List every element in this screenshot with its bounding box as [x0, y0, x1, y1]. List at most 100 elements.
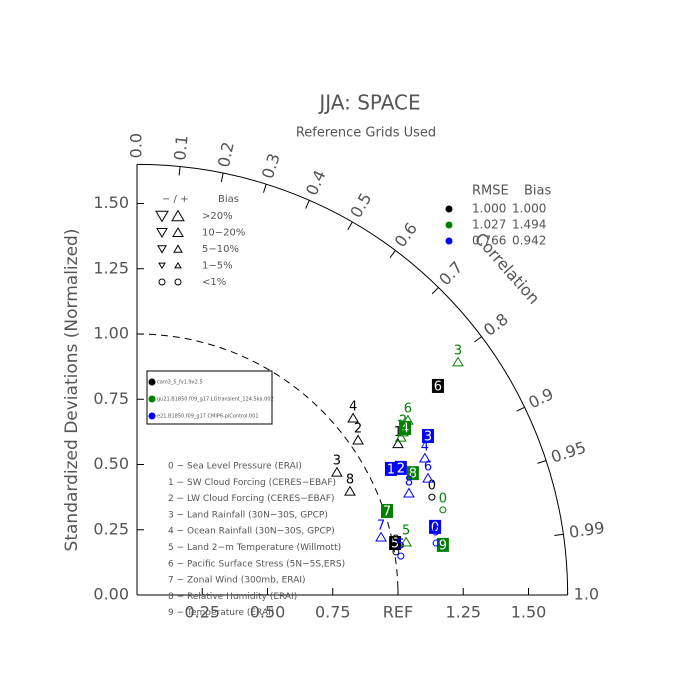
bias-legend-row: 5−10% [202, 244, 239, 255]
point-box [406, 466, 419, 481]
stats-rmse: 0.766 [472, 234, 506, 248]
point-triangle [331, 466, 343, 477]
point-box [422, 429, 435, 444]
index-entry: 1 − SW Cloud Forcing (CERES−EBAF) [168, 478, 336, 488]
point-box [429, 519, 442, 534]
point-box [394, 460, 407, 475]
y-tick-label: 0.00 [93, 585, 129, 604]
point-label: 7 [377, 519, 385, 534]
bias-symbol [173, 244, 183, 253]
point-triangle [422, 472, 434, 483]
stats-bias: 1.494 [512, 218, 546, 232]
point-box [431, 378, 444, 393]
bias-legend-header: Bias [218, 194, 239, 205]
legend-marker [148, 378, 156, 386]
point-label: 7 [383, 504, 391, 519]
point-label: 5 [397, 538, 405, 553]
index-entry: 7 − Zonal Wind (300mb, ERAI) [168, 576, 306, 586]
correlation-tick [516, 406, 525, 412]
index-entry: 8 − Relative Humidity (ERAI) [168, 592, 297, 602]
bias-symbol [158, 278, 166, 286]
point-triangle [352, 434, 364, 445]
point-label: 0 [439, 491, 447, 506]
correlation-tick-label: 0.5 [346, 190, 375, 222]
legend-marker [148, 395, 156, 403]
point-label: 9 [432, 525, 440, 540]
bias-symbol [157, 245, 167, 254]
correlation-tick [347, 221, 353, 231]
stats-rmse: 1.000 [472, 202, 506, 216]
bias-symbol [172, 227, 184, 237]
correlation-tick [263, 184, 267, 193]
point-triangle [375, 531, 387, 542]
point-label: 3 [454, 343, 462, 358]
stats-rmse: 1.027 [472, 218, 506, 232]
point-triangle [392, 438, 404, 449]
y-tick-label: 0.75 [93, 389, 129, 408]
point-circle [439, 506, 447, 514]
stats-header: Bias [524, 184, 551, 199]
correlation-tick-label: 0.1 [170, 134, 191, 161]
correlation-tick-label: 0.7 [435, 258, 466, 289]
point-box [389, 536, 402, 551]
bias-legend-row: <1% [202, 277, 226, 288]
correlation-tick [389, 250, 396, 258]
legend-marker [148, 412, 156, 420]
point-label: 8 [409, 467, 417, 482]
point-triangle [419, 452, 431, 463]
point-circle [392, 548, 400, 556]
correlation-tick [220, 172, 224, 182]
y-tick-label: 1.00 [93, 324, 129, 343]
legend-label: cam3_5_fv1.9x2.5 [157, 380, 203, 386]
index-entry: 4 − Ocean Rainfall (30N−30S, GPCP) [168, 527, 335, 537]
point-label: 4 [401, 421, 409, 436]
correlation-tick [431, 287, 439, 295]
point-triangle [344, 485, 356, 496]
point-label: 3 [333, 454, 341, 469]
point-box [384, 461, 397, 476]
reference-arc [136, 333, 399, 596]
point-label: 2 [399, 413, 407, 428]
point-label: 3 [424, 430, 432, 445]
index-entry: 0 − Sea Level Pressure (ERAI) [168, 462, 302, 472]
outer-arc [136, 163, 569, 596]
point-circle [397, 552, 405, 560]
point-triangle [400, 536, 412, 547]
point-label: 9 [439, 538, 447, 553]
model-legend-box [146, 370, 273, 425]
bias-legend-row: 10−20% [202, 228, 245, 239]
correlation-tick-label: 0.8 [480, 309, 512, 339]
point-label: 4 [421, 439, 429, 454]
point-label: 5 [402, 524, 410, 539]
correlation-tick-label: 0.0 [127, 133, 146, 158]
correlation-tick [474, 336, 482, 343]
point-label: 1 [394, 425, 402, 440]
point-triangle [347, 412, 359, 423]
correlation-tick-label: 0.95 [549, 438, 589, 467]
x-tick-label: REF [383, 603, 413, 622]
point-triangle [452, 356, 464, 367]
bias-legend-row: >20% [202, 211, 233, 222]
point-label: 9 [392, 533, 400, 548]
correlation-tick-label: 0.4 [302, 167, 330, 198]
bias-symbol [174, 278, 182, 286]
point-label: 6 [424, 460, 432, 475]
correlation-tick-label: 0.6 [391, 219, 421, 251]
bias-legend-row: 1−5% [202, 261, 233, 272]
y-tick-label: 1.50 [93, 193, 129, 212]
correlation-tick [178, 166, 181, 176]
point-label: 2 [354, 421, 362, 436]
x-tick-label: 1.50 [511, 603, 547, 622]
correlation-tick [537, 460, 547, 464]
point-label: 0 [431, 520, 439, 535]
point-label: 1 [397, 419, 405, 434]
correlation-tick-label: 0.9 [525, 384, 556, 412]
correlation-tick [305, 200, 310, 209]
bias-symbol [171, 209, 185, 222]
x-tick-label: 0.25 [184, 603, 220, 622]
point-box [381, 503, 394, 518]
index-entry: 5 − Land 2−m Temperature (Willmott) [168, 543, 341, 553]
index-entry: 9 − Temperature (ERAI) [168, 608, 274, 618]
point-label: 8 [346, 473, 354, 488]
